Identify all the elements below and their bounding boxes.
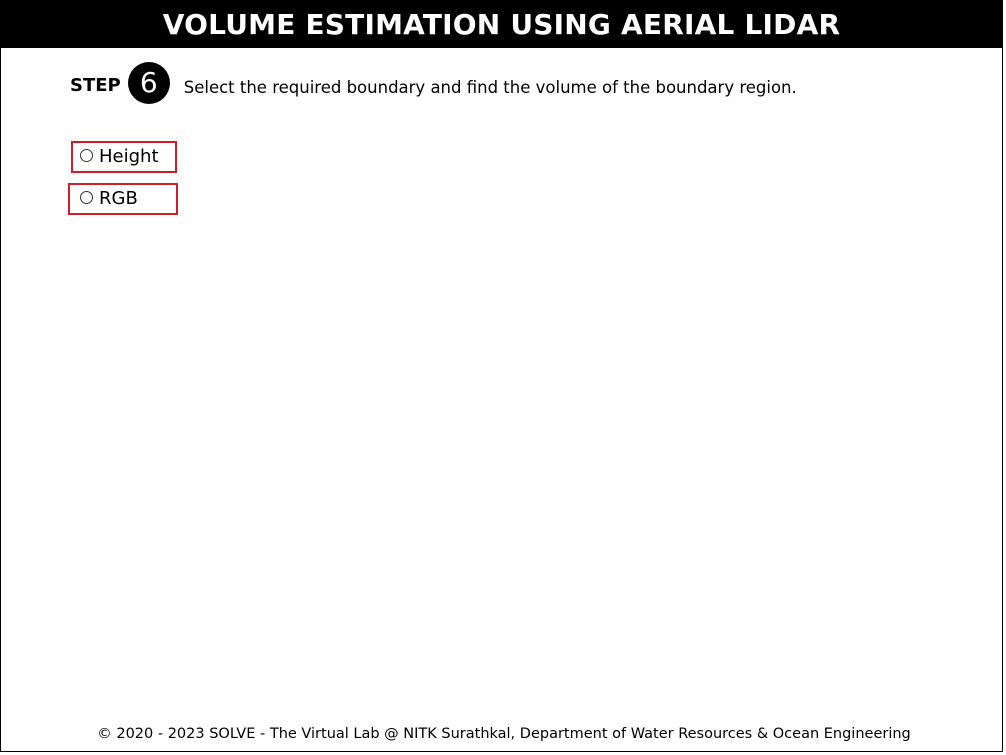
step-label: STEP	[70, 74, 121, 96]
radio-height[interactable]	[80, 148, 93, 162]
page-title: VOLUME ESTIMATION USING AERIAL LIDAR	[1, 1, 1002, 48]
footer-copyright: © 2020 - 2023 SOLVE - The Virtual Lab @ …	[97, 726, 911, 742]
option-height-label: Height	[99, 145, 159, 167]
option-rgb[interactable]: RGB	[68, 183, 178, 215]
step-instruction-text: Select the required boundary and find th…	[183, 77, 797, 97]
option-height[interactable]: Height	[71, 141, 177, 173]
step-instruction-row: STEP 6 Select the required boundary and …	[70, 62, 797, 104]
step-number-badge: 6	[127, 62, 170, 104]
radio-rgb[interactable]	[80, 190, 93, 204]
option-rgb-label: RGB	[99, 187, 138, 209]
